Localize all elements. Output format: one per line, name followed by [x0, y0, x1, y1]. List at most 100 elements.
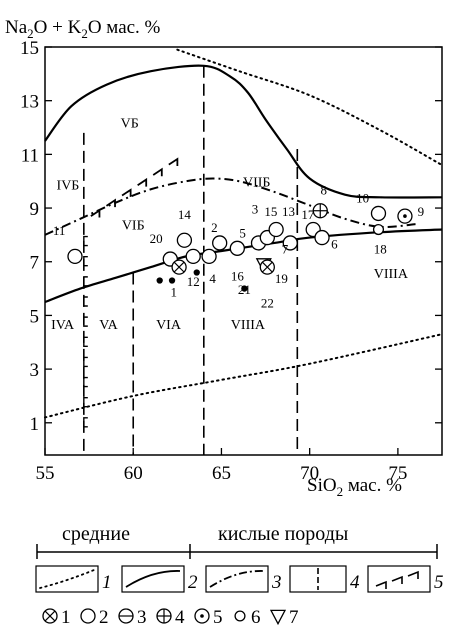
hooked-boundary-segment	[121, 188, 132, 197]
point-number-label: 2	[211, 220, 218, 235]
line-legend-number: 2	[188, 572, 198, 593]
y-axis-label: Na2O + K2O мас. %	[5, 17, 161, 41]
point-number-label: 16	[231, 269, 245, 284]
symbol-legend-number: 3	[137, 607, 147, 628]
zone-label: VA	[99, 318, 118, 333]
hooked-boundary-segment	[105, 198, 116, 208]
zone-label: VIA	[156, 318, 182, 333]
bracket-boundary-mark	[83, 396, 88, 408]
zone-label: VБ	[121, 117, 139, 132]
open-circle-marker	[370, 205, 387, 222]
boundary-curve-dotted	[44, 333, 443, 419]
open-circle-marker	[201, 248, 217, 265]
crossed-circle-marker	[171, 259, 187, 275]
line-legend-number: 5	[434, 572, 444, 593]
point-number-label: 4	[209, 271, 216, 286]
caption-intermediate: средние	[62, 523, 130, 545]
open-circle-marker	[176, 232, 193, 248]
point-number-label: 11	[53, 223, 66, 238]
plot-frame	[44, 46, 443, 456]
crossed-circle-marker	[259, 259, 275, 275]
symbol-legend-number: 1	[61, 607, 71, 628]
symbol-legend-number: 7	[289, 607, 299, 628]
point-number-label: 8	[321, 183, 328, 198]
line-legend-item: 3	[205, 565, 282, 593]
open-circle-marker	[185, 248, 201, 265]
rock-group-caption: средние кислые породы	[36, 523, 438, 559]
open-circle-marker	[212, 235, 228, 251]
line-legend-number: 1	[102, 572, 112, 593]
hooked-boundary-segment	[152, 167, 163, 177]
symbol-legend-item: 5	[194, 607, 223, 628]
line-legend-item: 1	[35, 565, 112, 593]
boundary-curve-solid	[44, 64, 443, 199]
bracket-boundary-mark	[83, 235, 88, 247]
point-number-label: 7	[282, 242, 289, 257]
filled-dot-marker	[193, 269, 200, 276]
symbol-legend-item: 7	[269, 607, 299, 628]
x-axis-label: SiO2 мас. %	[307, 475, 402, 499]
bracket-boundary-mark	[83, 316, 88, 327]
filled-dot-marker	[241, 285, 248, 292]
zone-label: VIIIA	[231, 318, 266, 333]
symbol-legend-item: 2	[80, 607, 109, 628]
small-circle-marker	[234, 610, 246, 622]
bracket-boundary-mark	[83, 376, 88, 388]
symbol-legend: 1 2 3 4 5 6 7	[42, 607, 299, 628]
filled-dot-marker	[168, 277, 176, 284]
x-tick-label: 75	[388, 463, 407, 484]
point-number-label: 13	[282, 204, 295, 219]
bracket-boundary-mark	[83, 256, 88, 267]
small-circle-marker	[372, 223, 385, 236]
symbol-legend-number: 6	[251, 607, 261, 628]
y-tick-label: 5	[30, 306, 40, 327]
caption-acid-rocks: кислые породы	[218, 523, 348, 545]
triangle-down-marker	[269, 609, 287, 626]
open-circle-marker	[268, 221, 284, 238]
open-circle-marker	[229, 240, 245, 256]
y-tick-label: 15	[20, 38, 39, 59]
filled-dot-marker	[156, 277, 163, 284]
open-circle-marker	[67, 248, 83, 265]
point-number-label: 20	[150, 231, 163, 246]
point-number-label: 19	[275, 271, 288, 286]
boundary-curve-dashdot	[44, 177, 416, 236]
point-number-label: 15	[264, 204, 277, 219]
symbol-legend-item: 1	[42, 607, 71, 628]
dotted-circle-marker	[194, 608, 210, 624]
point-number-label: 1	[171, 285, 178, 300]
x-tick-label: 65	[212, 463, 231, 484]
bracket-boundary-mark	[83, 336, 88, 347]
zone-label: IVБ	[57, 178, 80, 193]
symbol-legend-item: 3	[118, 607, 147, 628]
point-number-label: 12	[187, 274, 200, 289]
y-tick-label: 3	[30, 360, 40, 381]
open-circle-marker	[314, 229, 330, 246]
crossed-plus-marker	[312, 203, 328, 219]
point-number-label: 17	[301, 207, 315, 222]
point-number-label: 21	[238, 282, 251, 297]
line-legend-item: 4	[289, 565, 360, 593]
bracket-boundary-mark	[83, 356, 88, 368]
bracket-boundary-mark	[83, 296, 88, 307]
y-tick-label: 7	[30, 253, 40, 274]
dotted-circle-marker	[397, 208, 413, 224]
symbol-legend-item: 4	[156, 607, 185, 628]
symbol-legend-number: 5	[213, 607, 223, 628]
point-number-label: 14	[178, 207, 192, 222]
symbol-legend-item: 6	[234, 607, 261, 628]
zone-label: VIIIA	[374, 267, 409, 282]
point-number-label: 5	[239, 226, 246, 241]
point-number-label: 10	[356, 191, 369, 206]
hooked-boundary-segment	[137, 177, 148, 187]
open-circle-marker	[282, 235, 298, 251]
y-tick-label: 11	[21, 145, 39, 166]
boundaries	[83, 65, 299, 455]
zone-label: IVA	[51, 318, 75, 333]
data-points	[67, 203, 413, 292]
point-number-label: 9	[418, 204, 425, 219]
x-tick-label: 60	[124, 463, 143, 484]
